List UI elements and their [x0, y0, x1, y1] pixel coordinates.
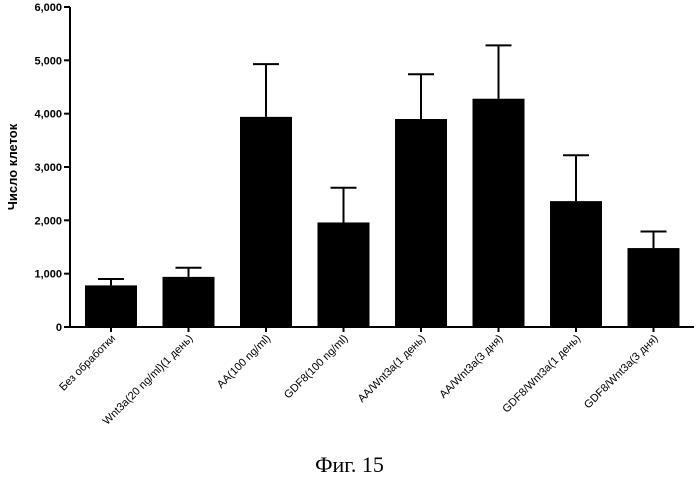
bar: [395, 119, 447, 327]
y-tick-label: 4,000: [34, 109, 62, 121]
y-tick-label: 1,000: [34, 269, 62, 281]
y-tick-label: 2,000: [34, 215, 62, 227]
figure-caption: Фиг. 15: [0, 452, 699, 478]
bar: [550, 201, 602, 327]
y-axis-label: Число клеток: [5, 123, 20, 210]
bars: [85, 45, 680, 327]
y-tick-label: 3,000: [34, 162, 62, 174]
bar: [163, 277, 215, 327]
bar: [85, 285, 137, 327]
bar: [240, 117, 292, 327]
x-category-labels: Без обработкиWnt3a(20 ng/ml)(1 день) AA(1…: [57, 327, 660, 427]
y-tick-label: 0: [56, 322, 62, 334]
x-category-label: GDF8(100 ng/ml): [282, 333, 351, 402]
x-category-label: AA/Wnt3a(3 дня): [437, 333, 505, 401]
y-tick-label: 6,000: [34, 2, 62, 14]
bar: [628, 248, 680, 327]
x-category-label: GDF8/Wnt3a(3 дня): [582, 333, 661, 412]
bar: [473, 99, 525, 327]
x-category-label: Без обработки: [57, 333, 118, 394]
x-category-label: AA/Wnt3a(1 день): [356, 333, 428, 405]
x-category-label: Wnt3a(20 ng/ml)(1 день): [101, 333, 196, 428]
y-tick-label: 5,000: [34, 55, 62, 67]
bar: [318, 222, 370, 327]
x-category-label: AA(100 ng/ml): [215, 333, 273, 391]
x-category-label: GDF8/Wnt3a(1 день): [500, 333, 583, 416]
